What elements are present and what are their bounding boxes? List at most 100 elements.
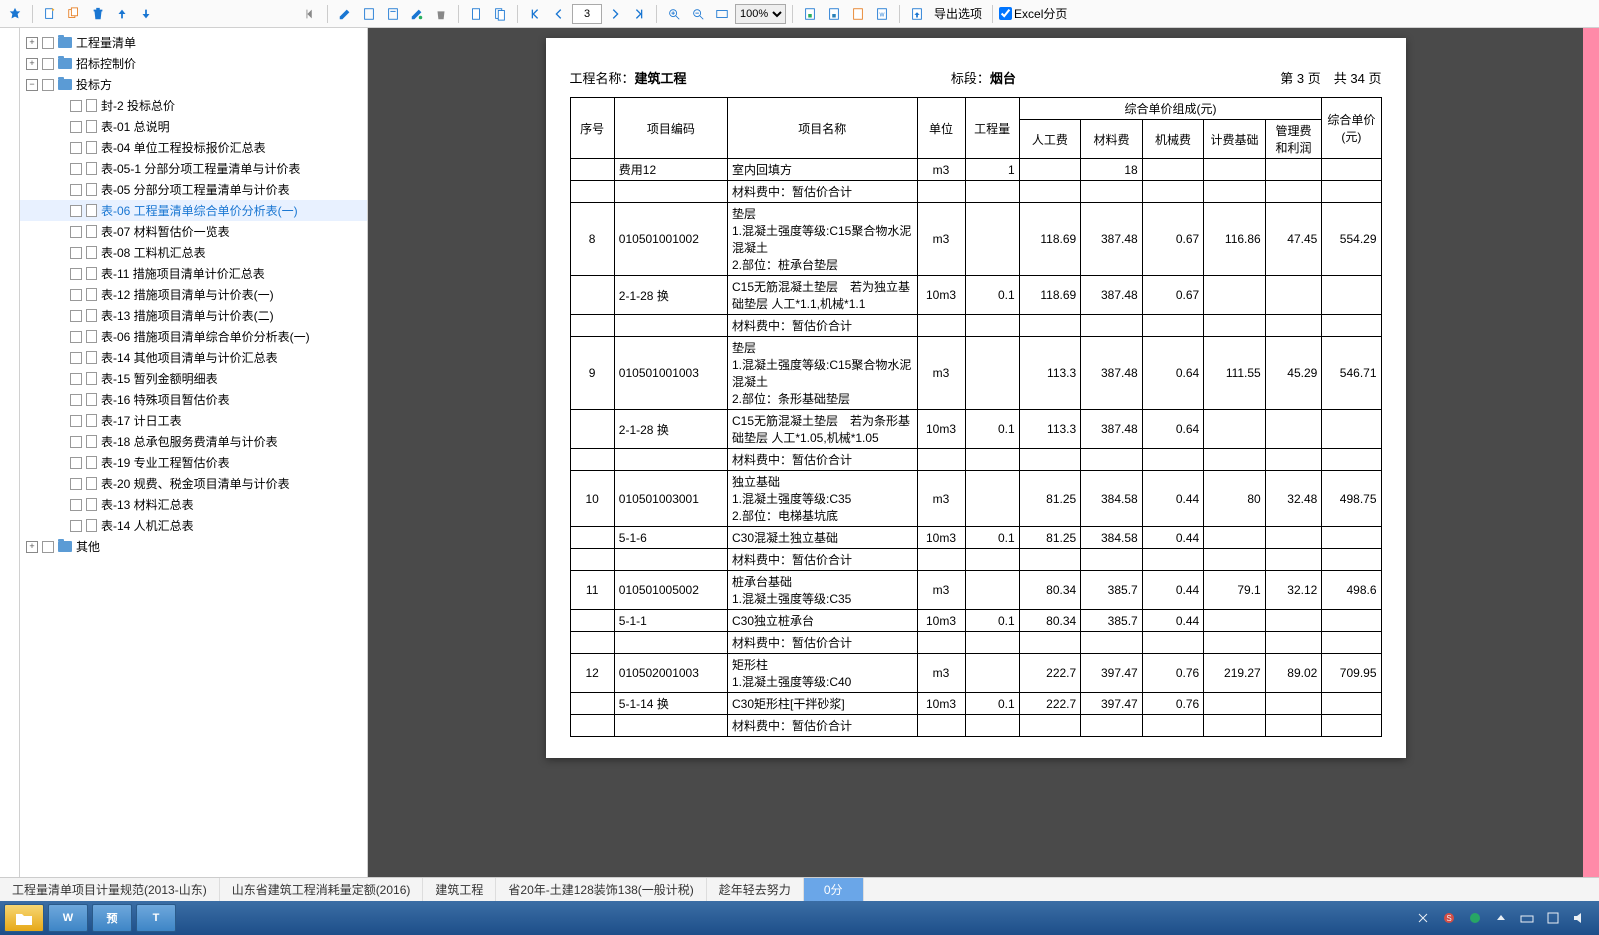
checkbox[interactable] [70, 268, 82, 280]
checkbox[interactable] [70, 352, 82, 364]
task-word[interactable]: W [48, 904, 88, 932]
status-tab[interactable]: 山东省建筑工程消耗量定额(2016) [220, 878, 424, 901]
report-viewport[interactable]: 工程名称：建筑工程 标段：烟台 第 3 页 共 34 页 序号 项目编码 项目名… [368, 28, 1583, 877]
checkbox[interactable] [42, 541, 54, 553]
zoom-out-icon[interactable] [687, 3, 709, 25]
checkbox[interactable] [70, 121, 82, 133]
prev-page-icon[interactable] [548, 3, 570, 25]
task-explorer[interactable] [4, 904, 44, 932]
status-tab[interactable]: 省20年-土建128装饰138(一般计税) [496, 878, 706, 901]
checkbox[interactable] [70, 184, 82, 196]
tree-item[interactable]: 表-19 专业工程暂估价表 [20, 452, 367, 473]
checkbox[interactable] [70, 100, 82, 112]
checkbox[interactable] [70, 373, 82, 385]
export4-icon[interactable]: W [871, 3, 893, 25]
tray-icon[interactable] [1415, 910, 1431, 926]
tree-item[interactable]: 表-13 材料汇总表 [20, 494, 367, 515]
checkbox[interactable] [70, 394, 82, 406]
checkbox[interactable] [70, 478, 82, 490]
tree-root[interactable]: +招标控制价 [20, 53, 367, 74]
task-app2[interactable]: T [136, 904, 176, 932]
zoom-in-icon[interactable] [663, 3, 685, 25]
tray-icon[interactable]: S [1441, 910, 1457, 926]
tree-root[interactable]: −投标方 [20, 74, 367, 95]
tree-item[interactable]: 表-05 分部分项工程量清单与计价表 [20, 179, 367, 200]
tree-item[interactable]: 表-20 规费、税金项目清单与计价表 [20, 473, 367, 494]
checkbox[interactable] [70, 520, 82, 532]
tree-item[interactable]: 表-13 措施项目清单与计价表(二) [20, 305, 367, 326]
checkbox[interactable] [70, 163, 82, 175]
tray-volume-icon[interactable] [1571, 910, 1587, 926]
tray-icon[interactable] [1545, 910, 1561, 926]
expand-icon[interactable]: + [26, 37, 38, 49]
tray-icon[interactable] [1467, 910, 1483, 926]
checkbox[interactable] [42, 37, 54, 49]
page1-icon[interactable] [465, 3, 487, 25]
tree-item[interactable]: 表-12 措施项目清单与计价表(一) [20, 284, 367, 305]
collapse-left-icon[interactable] [299, 3, 321, 25]
tree-root[interactable]: +其他 [20, 536, 367, 557]
tree-item[interactable]: 表-17 计日工表 [20, 410, 367, 431]
status-tab[interactable]: 趁年轻去努力 [707, 878, 804, 901]
task-app1[interactable]: 预 [92, 904, 132, 932]
checkbox[interactable] [42, 79, 54, 91]
delete-icon[interactable] [87, 3, 109, 25]
new-icon[interactable] [39, 3, 61, 25]
tree-item[interactable]: 表-08 工料机汇总表 [20, 242, 367, 263]
export-options-icon[interactable] [906, 3, 928, 25]
status-tab[interactable]: 工程量清单项目计量规范(2013-山东) [0, 878, 220, 901]
tree-item[interactable]: 封-2 投标总价 [20, 95, 367, 116]
checkbox[interactable] [70, 310, 82, 322]
excel-paging-checkbox[interactable]: Excel分页 [999, 5, 1067, 22]
tree-item[interactable]: 表-14 人机汇总表 [20, 515, 367, 536]
tree-item[interactable]: 表-06 措施项目清单综合单价分析表(一) [20, 326, 367, 347]
expand-icon[interactable]: − [26, 79, 38, 91]
tree-item[interactable]: 表-11 措施项目清单计价汇总表 [20, 263, 367, 284]
checkbox[interactable] [70, 247, 82, 259]
checkbox[interactable] [70, 331, 82, 343]
tree-item[interactable]: 表-06 工程量清单综合单价分析表(一) [20, 200, 367, 221]
checkbox[interactable] [70, 415, 82, 427]
expand-icon[interactable]: + [26, 541, 38, 553]
doc2-icon[interactable] [382, 3, 404, 25]
export3-icon[interactable] [847, 3, 869, 25]
up-icon[interactable] [111, 3, 133, 25]
tree-item[interactable]: 表-04 单位工程投标报价汇总表 [20, 137, 367, 158]
checkbox[interactable] [70, 499, 82, 511]
tree-item[interactable]: 表-14 其他项目清单与计价汇总表 [20, 347, 367, 368]
first-page-icon[interactable] [524, 3, 546, 25]
page2-icon[interactable] [489, 3, 511, 25]
export1-icon[interactable] [799, 3, 821, 25]
export2-icon[interactable] [823, 3, 845, 25]
edit-icon[interactable] [334, 3, 356, 25]
tree-item[interactable]: 表-07 材料暂估价一览表 [20, 221, 367, 242]
tray-icon[interactable] [1519, 910, 1535, 926]
excel-paging-input[interactable] [999, 7, 1012, 20]
copy-icon[interactable] [63, 3, 85, 25]
tree-root[interactable]: +工程量清单 [20, 32, 367, 53]
down-icon[interactable] [135, 3, 157, 25]
export-options-label[interactable]: 导出选项 [930, 5, 986, 22]
tree-item[interactable]: 表-15 暂列金额明细表 [20, 368, 367, 389]
fit-icon[interactable] [711, 3, 733, 25]
pin-icon[interactable] [4, 3, 26, 25]
edit2-icon[interactable] [406, 3, 428, 25]
trash2-icon[interactable] [430, 3, 452, 25]
tree-item[interactable]: 表-18 总承包服务费清单与计价表 [20, 431, 367, 452]
checkbox[interactable] [70, 226, 82, 238]
tree-item[interactable]: 表-05-1 分部分项工程量清单与计价表 [20, 158, 367, 179]
tray-up-icon[interactable] [1493, 910, 1509, 926]
doc1-icon[interactable] [358, 3, 380, 25]
checkbox[interactable] [70, 142, 82, 154]
page-number-input[interactable] [572, 4, 602, 24]
checkbox[interactable] [70, 436, 82, 448]
checkbox[interactable] [70, 289, 82, 301]
checkbox[interactable] [42, 58, 54, 70]
tree-item[interactable]: 表-01 总说明 [20, 116, 367, 137]
last-page-icon[interactable] [628, 3, 650, 25]
expand-icon[interactable]: + [26, 58, 38, 70]
next-page-icon[interactable] [604, 3, 626, 25]
tree-item[interactable]: 表-16 特殊项目暂估价表 [20, 389, 367, 410]
status-tab[interactable]: 建筑工程 [423, 878, 496, 901]
zoom-select[interactable]: 100% [735, 4, 786, 24]
